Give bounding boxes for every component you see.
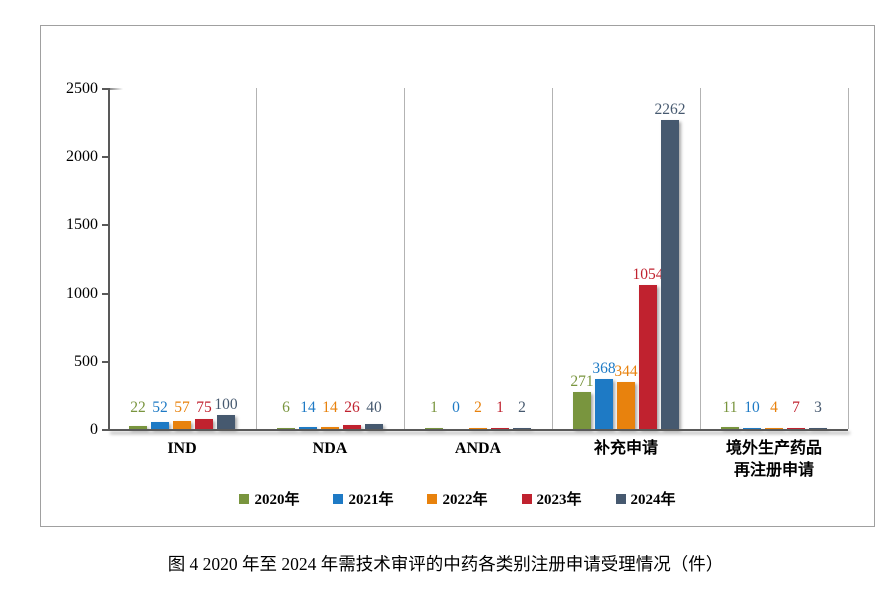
legend-label: 2020年 bbox=[254, 492, 300, 508]
value-label: 52 bbox=[152, 399, 168, 416]
value-label: 10 bbox=[744, 399, 760, 416]
value-label: 14 bbox=[322, 399, 338, 416]
y-axis-tick-label: 0 bbox=[90, 421, 98, 438]
value-label: 2 bbox=[518, 399, 526, 416]
value-label: 344 bbox=[614, 363, 638, 381]
value-label: 368 bbox=[592, 359, 616, 377]
bar-ANDA-2023年 bbox=[491, 428, 509, 429]
value-label: 100 bbox=[214, 396, 238, 414]
chart-legend: 2020年 2021年 2022年 2023年 2024年 bbox=[41, 488, 874, 509]
value-label: 2262 bbox=[654, 101, 686, 119]
legend-item-2023年: 2023年 bbox=[521, 488, 582, 509]
value-label: 22 bbox=[130, 399, 146, 416]
bar-IND-2022年 bbox=[173, 421, 191, 429]
value-label: 6 bbox=[282, 399, 290, 416]
y-axis-tick bbox=[102, 292, 108, 295]
bar-补充申请-2022年 bbox=[617, 382, 635, 429]
y-axis-tick bbox=[102, 360, 108, 363]
legend-label: 2023年 bbox=[536, 492, 582, 508]
value-label: 2 bbox=[474, 399, 482, 416]
category-separator-line bbox=[552, 88, 553, 429]
legend-color-swatch bbox=[521, 493, 532, 504]
value-label: 1054 bbox=[632, 266, 664, 284]
bar-境外生产药品-2022年 bbox=[765, 428, 783, 429]
bar-IND-2023年 bbox=[195, 418, 213, 429]
value-label: 11 bbox=[722, 399, 738, 416]
bar-IND-2024年 bbox=[217, 415, 235, 429]
value-label: 14 bbox=[300, 399, 316, 416]
bar-NDA-2023年 bbox=[343, 425, 361, 429]
y-axis-tick bbox=[102, 224, 108, 227]
legend-item-2021年: 2021年 bbox=[333, 488, 393, 509]
value-label: 40 bbox=[366, 399, 382, 416]
bar-ANDA-2020年 bbox=[425, 428, 443, 429]
bar-NDA-2020年 bbox=[277, 428, 295, 429]
value-label: 271 bbox=[570, 373, 594, 391]
y-axis-tick-label: 2000 bbox=[66, 148, 98, 166]
category-label-NDA: NDA bbox=[312, 440, 348, 457]
legend-label: 2021年 bbox=[348, 492, 394, 508]
category-separator-line bbox=[848, 88, 849, 429]
legend-label: 2024年 bbox=[630, 492, 676, 508]
y-axis-tick-label: 1500 bbox=[66, 216, 98, 234]
bar-境外生产药品-2020年 bbox=[721, 427, 739, 429]
figure-caption: 图 4 2020 年至 2024 年需技术审评的中药各类别注册申请受理情况（件） bbox=[167, 554, 724, 574]
bar-IND-2020年 bbox=[129, 425, 147, 429]
bar-补充申请-2020年 bbox=[573, 392, 591, 429]
bar-NDA-2022年 bbox=[321, 427, 339, 429]
category-label-IND: IND bbox=[167, 440, 197, 457]
bar-补充申请-2024年 bbox=[661, 120, 679, 429]
category-separator-line bbox=[404, 88, 405, 429]
y-axis-line bbox=[108, 88, 110, 431]
bar-ANDA-2022年 bbox=[469, 428, 487, 429]
value-label: 4 bbox=[770, 399, 778, 416]
value-label: 3 bbox=[814, 399, 822, 416]
legend-color-swatch bbox=[615, 493, 626, 504]
y-axis-tick bbox=[102, 156, 108, 159]
y-axis-tick-label: 500 bbox=[74, 352, 98, 370]
y-axis-tick bbox=[102, 88, 108, 90]
y-axis-tick-label: 2500 bbox=[66, 80, 98, 97]
bar-NDA-2024年 bbox=[365, 423, 383, 429]
category-separator-line bbox=[700, 88, 701, 429]
bar-IND-2021年 bbox=[151, 421, 169, 429]
bar-补充申请-2021年 bbox=[595, 378, 613, 429]
value-label: 26 bbox=[344, 399, 360, 416]
legend-item-2020年: 2020年 bbox=[239, 488, 299, 509]
value-label: 1 bbox=[430, 399, 438, 416]
legend-color-swatch bbox=[333, 493, 344, 504]
legend-color-swatch bbox=[239, 493, 250, 504]
chart-frame[interactable]: 0 500 1000 1500 2000 2500 22 52 57 75 100 IND 6 14 14 2… bbox=[40, 25, 875, 527]
bar-境外生产药品-2021年 bbox=[743, 427, 761, 429]
category-label-补充申请: 补充申请 bbox=[593, 440, 658, 457]
value-label: 75 bbox=[196, 399, 212, 416]
y-axis-top-cap bbox=[110, 88, 123, 90]
x-axis-line bbox=[108, 429, 848, 431]
bar-ANDA-2024年 bbox=[513, 428, 531, 429]
value-label: 7 bbox=[792, 399, 800, 416]
value-label: 57 bbox=[174, 399, 190, 416]
legend-item-2022年: 2022年 bbox=[427, 488, 488, 509]
category-separator-line bbox=[256, 88, 257, 429]
bar-补充申请-2023年 bbox=[639, 285, 657, 429]
category-label-境外生产药品: 境外生产药品 再注册申请 bbox=[725, 440, 822, 479]
category-label-ANDA: ANDA bbox=[454, 440, 502, 457]
value-label: 1 bbox=[496, 399, 504, 416]
y-axis-tick bbox=[102, 429, 108, 431]
value-label: 0 bbox=[452, 399, 460, 416]
y-axis-tick-label: 1000 bbox=[66, 284, 98, 302]
legend-color-swatch bbox=[427, 493, 438, 504]
bar-境外生产药品-2024年 bbox=[809, 428, 827, 429]
legend-item-2024年: 2024年 bbox=[615, 488, 676, 509]
bar-NDA-2021年 bbox=[299, 427, 317, 429]
legend-label: 2022年 bbox=[442, 492, 488, 508]
bar-境外生产药品-2023年 bbox=[787, 428, 805, 429]
